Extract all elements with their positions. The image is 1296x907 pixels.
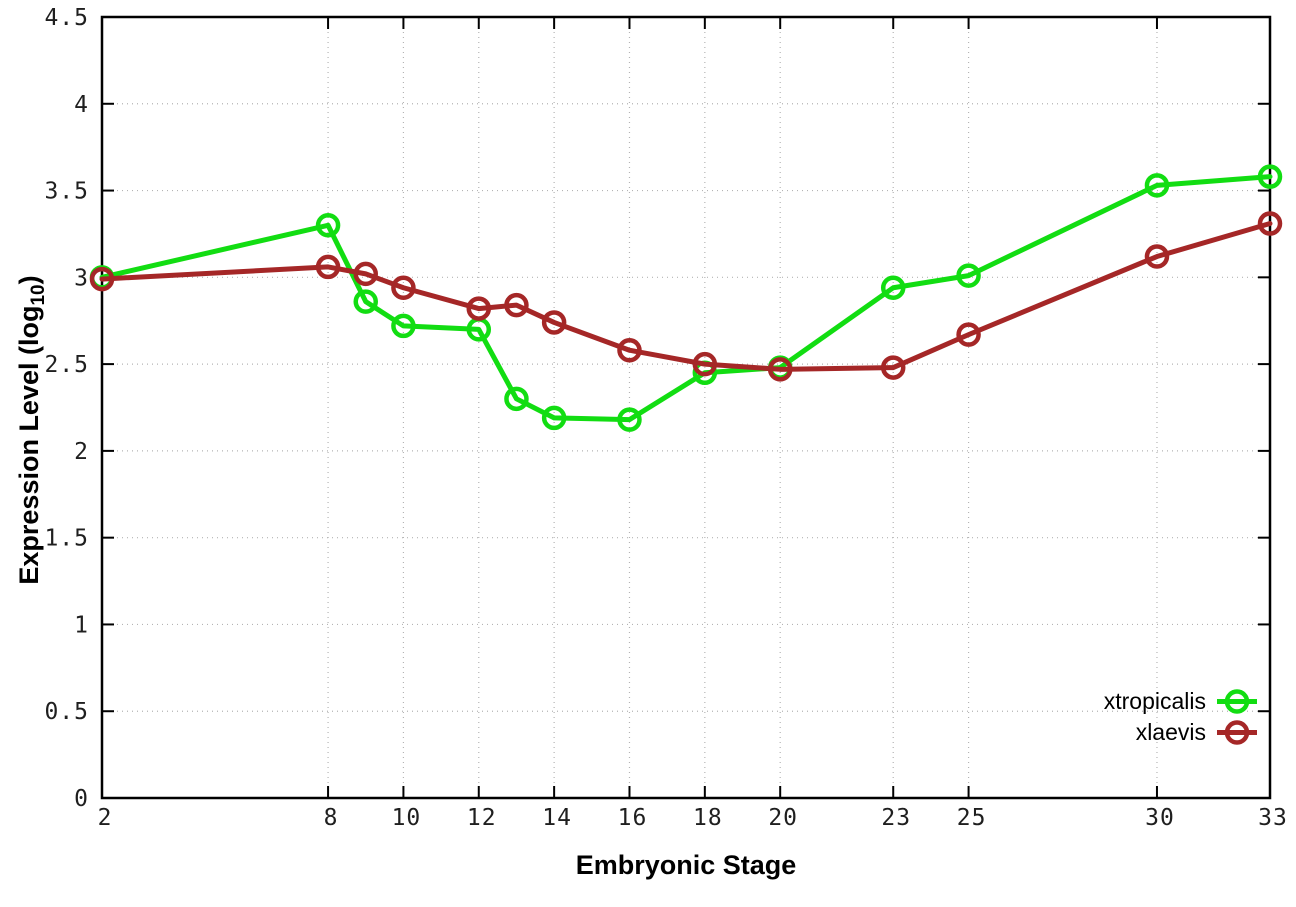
data-point-xlaevis	[692, 351, 718, 377]
legend-line-marker-icon	[1217, 720, 1257, 745]
x-tick-label: 10	[392, 805, 422, 831]
x-tick-label: 18	[693, 805, 723, 831]
data-point-xlaevis	[391, 275, 416, 300]
x-tick-label: 25	[957, 805, 987, 831]
data-point-xtropicalis	[956, 263, 981, 288]
y-tick-label: 4.5	[44, 5, 89, 31]
data-point-xlaevis	[315, 254, 341, 280]
y-axis-title-close: )	[13, 275, 44, 285]
data-point-xlaevis	[880, 355, 906, 380]
x-tick-label: 20	[768, 805, 798, 831]
x-tick-label: 14	[542, 805, 572, 831]
data-point-xlaevis	[1144, 244, 1170, 269]
x-tick-label: 12	[467, 805, 497, 831]
x-tick-label: 2	[98, 805, 113, 831]
x-tick-label: 23	[881, 805, 911, 831]
y-tick-label: 2	[74, 439, 89, 465]
legend-entry-xtropicalis: xtropicalis	[1104, 688, 1258, 715]
data-point-xtropicalis	[617, 407, 642, 432]
x-tick-label: 8	[324, 805, 339, 831]
data-point-xlaevis	[504, 292, 529, 318]
data-point-xtropicalis	[541, 405, 567, 431]
plot-border	[100, 15, 1272, 800]
data-point-xtropicalis	[315, 213, 341, 238]
data-point-xlaevis	[353, 261, 378, 287]
data-point-xtropicalis	[1257, 164, 1283, 189]
data-point-xtropicalis	[353, 289, 378, 314]
y-tick-label: 2.5	[44, 352, 89, 378]
data-point-xlaevis	[89, 266, 115, 292]
series-line-xtropicalis	[99, 174, 1273, 423]
data-point-xlaevis	[767, 357, 793, 382]
legend-label: xtropicalis	[1103, 688, 1206, 714]
x-tick-label: 30	[1145, 805, 1175, 831]
y-tick-label: 1	[74, 612, 89, 638]
data-point-xlaevis	[466, 296, 492, 321]
y-tick-label: 3.5	[44, 179, 89, 205]
y-axis-title: Expression Level (log10)	[14, 275, 50, 584]
data-point-xlaevis	[1257, 211, 1283, 236]
series-line-xlaevis	[99, 221, 1273, 372]
y-tick-label: 1.5	[44, 526, 89, 552]
x-tick-label: 33	[1258, 805, 1288, 831]
legend-line-marker-icon	[1217, 689, 1257, 714]
x-axis-title: Embryonic Stage	[575, 850, 797, 880]
data-point-xlaevis	[956, 322, 981, 347]
data-point-xlaevis	[541, 310, 567, 335]
y-axis-title-text: Expression Level (log	[13, 305, 44, 585]
legend: xtropicalis xlaevis	[1104, 688, 1258, 746]
data-point-xtropicalis	[391, 313, 416, 339]
data-point-xlaevis	[617, 337, 642, 363]
data-point-xtropicalis	[880, 275, 906, 300]
data-point-xtropicalis	[1144, 173, 1170, 198]
x-tick-label: 16	[618, 805, 648, 831]
y-tick-label: 0.5	[44, 699, 89, 725]
data-point-xtropicalis	[504, 386, 529, 412]
y-tick-label: 0	[74, 786, 89, 812]
y-axis-title-subscript: 10	[28, 284, 50, 306]
y-tick-label: 3	[74, 265, 89, 291]
legend-entry-xlaevis: xlaevis	[1136, 719, 1258, 746]
y-tick-label: 4	[74, 92, 89, 118]
legend-label: xlaevis	[1135, 719, 1206, 745]
